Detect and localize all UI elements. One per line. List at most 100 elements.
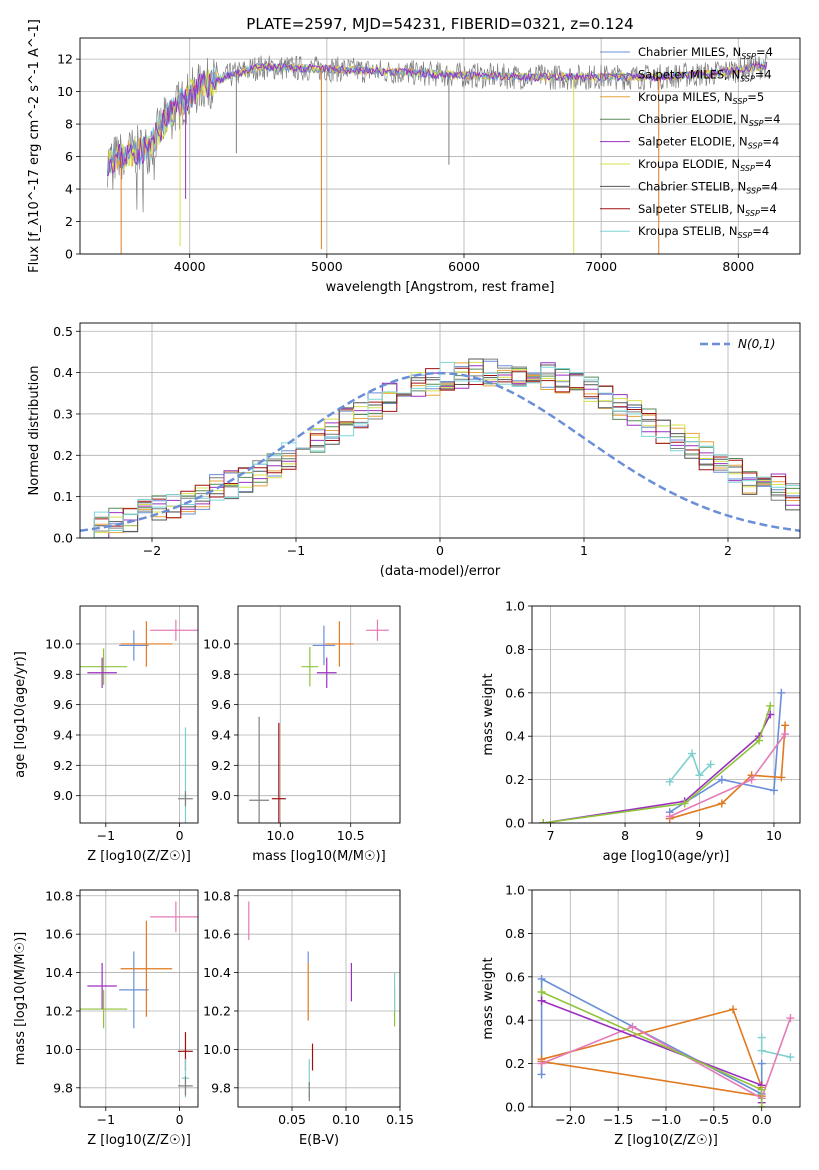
axes-frame <box>79 37 801 255</box>
x-tick-label: 0.0 <box>752 1112 772 1127</box>
track-marker <box>781 730 790 739</box>
y-tick-label: 9.8 <box>211 667 231 682</box>
y-tick-label: 10.0 <box>45 1042 73 1057</box>
x-tick-label: 1 <box>580 543 588 558</box>
y-tick-label: 4 <box>65 182 73 197</box>
x-tick-label: −2.0 <box>555 1112 585 1127</box>
y-tick-label: 9.2 <box>211 758 231 773</box>
plot-area <box>249 619 389 823</box>
y-tick-label: 9.6 <box>53 697 73 712</box>
y-axis-label: mass [log10(M/M☉)] <box>13 932 28 1065</box>
y-tick-label: 10.4 <box>45 965 73 980</box>
y-tick-label: 0.2 <box>53 448 73 463</box>
plot-age_vs_mass: 10.0 10.5 9.0 9.2 9.4 9.6 9.8 10.0 mass [log10(M… <box>203 605 401 864</box>
y-tick-label: 0.2 <box>505 1056 525 1071</box>
track-line <box>541 1008 763 1098</box>
axes-frame <box>237 889 401 1108</box>
x-tick-label: −0.5 <box>699 1112 729 1127</box>
track-line <box>669 725 786 820</box>
track-marker <box>537 974 546 983</box>
y-tick-label: 10.6 <box>203 927 231 942</box>
y-tick-label: 9.0 <box>211 788 231 803</box>
track-marker <box>539 819 548 823</box>
x-tick-label: 2 <box>724 543 732 558</box>
x-tick-label: 6000 <box>448 259 480 274</box>
y-axis-label: mass weight <box>481 673 496 755</box>
track-marker <box>757 1059 766 1068</box>
track-line <box>669 751 712 783</box>
axes-frame <box>531 605 801 824</box>
axes-frame <box>79 605 199 824</box>
y-tick-label: 10.4 <box>203 965 231 980</box>
track-marker <box>781 721 790 730</box>
axes-frame <box>237 605 401 824</box>
y-tick-label: 0.2 <box>505 772 525 787</box>
track-marker <box>757 1046 766 1055</box>
y-tick-label: 10 <box>57 84 73 99</box>
track-marker <box>769 786 778 795</box>
track-line <box>760 1037 791 1058</box>
plot-mass_vs_Z: −1 0 9.8 10.0 10.2 10.4 10.6 10.8 Z [log10(Z/Z☉)… <box>13 888 199 1148</box>
x-axis-label: (data-model)/error <box>380 564 501 579</box>
data-spectrum-line <box>107 53 768 213</box>
plot-area <box>80 358 800 538</box>
track-marker <box>729 1005 737 1014</box>
plot-area <box>80 619 198 823</box>
x-tick-label: 0.15 <box>386 1112 414 1127</box>
legend-label: Chabrier MILES, NSSP=4 <box>638 45 773 61</box>
track-marker <box>755 736 764 745</box>
track-marker <box>766 701 775 710</box>
axes-frame <box>79 889 199 1108</box>
y-tick-label: 2 <box>65 214 73 229</box>
x-axis-label: Z [log10(Z/Z☉)] <box>87 849 191 864</box>
y-tick-label: 0.3 <box>53 406 73 421</box>
x-tick-label: −1.5 <box>603 1112 633 1127</box>
y-tick-label: 10.8 <box>45 888 73 903</box>
track-marker <box>777 688 786 697</box>
y-tick-label: 12 <box>57 52 73 67</box>
x-tick-label: 8 <box>621 828 629 843</box>
x-tick-label: 5000 <box>311 259 343 274</box>
y-tick-label: 9.8 <box>53 1080 73 1095</box>
plot-massweight_vs_age: 7 8 9 10 0.0 0.2 0.4 0.6 0.8 1.0 age [log10(age/yr… <box>481 599 801 864</box>
plot-age_vs_Z: −1 0 9.0 9.2 9.4 9.6 9.8 10.0 Z [log10(Z/Z☉)] age… <box>13 605 199 864</box>
legend-label: Salpeter STELIB, NSSP=4 <box>638 202 777 218</box>
plot-spectrum: Chabrier MILES, NSSP=4 Salpeter MILES, NS… <box>27 19 801 295</box>
y-tick-label: 0 <box>65 247 73 262</box>
figure-title: PLATE=2597, MJD=54231, FIBERID=0321, z=0… <box>246 15 633 33</box>
x-tick-label: 10.0 <box>266 828 294 843</box>
track-marker <box>665 777 674 786</box>
x-tick-label: 7000 <box>585 259 617 274</box>
x-tick-label: 0 <box>176 1112 184 1127</box>
y-tick-label: 10.2 <box>45 1003 73 1018</box>
x-tick-label: −1 <box>97 1112 115 1127</box>
y-tick-label: 0.6 <box>505 969 525 984</box>
track-marker <box>665 812 674 821</box>
track-line <box>543 705 771 823</box>
x-tick-label: 10.5 <box>337 828 365 843</box>
track-marker <box>747 775 756 784</box>
y-tick-label: 9.0 <box>53 788 73 803</box>
plot-mass_vs_ebv: 0.05 0.10 0.15 9.8 10.0 10.2 10.4 10.6 10.8 E(B-V… <box>203 888 414 1148</box>
x-axis-label: age [log10(age/yr)] <box>603 849 730 864</box>
y-axis-label: Flux [f_λ10^-17 erg cm^-2 s^-1 A^-1] <box>27 19 42 273</box>
model-spectrum-line <box>107 61 768 177</box>
y-tick-label: 10.0 <box>203 1042 231 1057</box>
x-axis-label: E(B-V) <box>299 1133 339 1148</box>
y-tick-label: 0.4 <box>53 365 73 380</box>
y-tick-label: 0.8 <box>505 642 525 657</box>
track-marker <box>695 771 704 780</box>
track-marker <box>688 749 697 758</box>
y-tick-label: 0.1 <box>53 489 73 504</box>
plot-area <box>106 53 768 254</box>
y-tick-label: 9.8 <box>53 667 73 682</box>
track-marker <box>537 996 546 1005</box>
track-marker <box>786 1014 795 1023</box>
y-tick-label: 10.0 <box>45 636 73 651</box>
track-marker <box>537 1070 546 1079</box>
y-tick-label: 6 <box>65 149 73 164</box>
y-tick-label: 1.0 <box>505 599 525 614</box>
y-tick-label: 9.4 <box>53 727 73 742</box>
y-tick-label: 0.4 <box>505 1013 525 1028</box>
